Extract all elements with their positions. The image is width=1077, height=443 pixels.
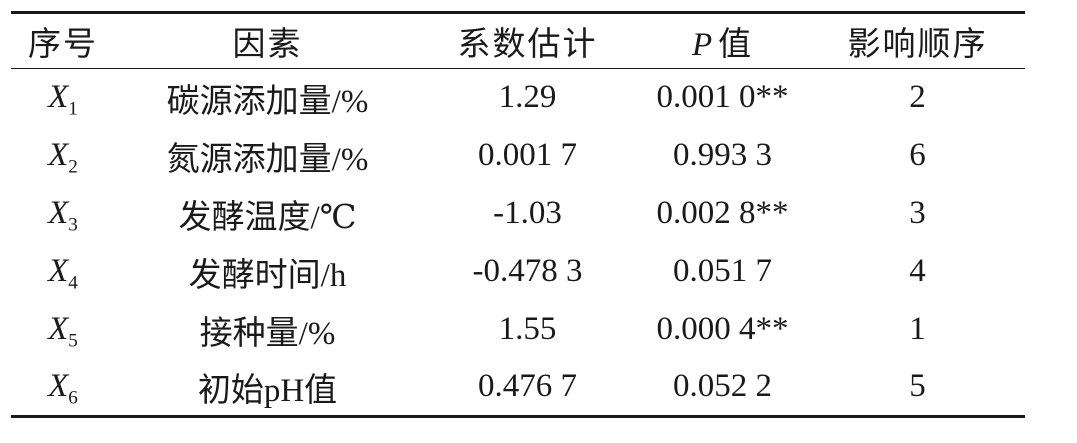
- coef-value: 0.001 7: [478, 137, 577, 173]
- factor-subscript: 5: [68, 330, 78, 352]
- factor-subscript: 3: [68, 214, 78, 236]
- p-value: 0.052 2: [673, 368, 772, 405]
- table-row: X4 发酵时间/h -0.478 3 0.051 7 4: [11, 243, 1025, 301]
- table-row: X5 接种量/% 1.55 0.000 4** 1: [11, 301, 1025, 359]
- factor-id: X1: [11, 69, 115, 127]
- p-symbol: P: [691, 27, 715, 63]
- factor-subscript: 2: [68, 156, 78, 178]
- factor-subscript: 4: [68, 272, 78, 294]
- factor-name: 氮源添加量/%: [166, 141, 369, 178]
- factor-symbol: X: [48, 195, 69, 231]
- order-value: 4: [909, 253, 926, 289]
- factor-id: X2: [11, 127, 115, 185]
- col-header-coef: 系数估计: [457, 27, 598, 63]
- factor-name: 发酵时间/h: [188, 257, 347, 294]
- factor-id: X4: [11, 243, 115, 301]
- coef-value: 0.476 7: [478, 368, 577, 405]
- table-row: X6 初始pH值 0.476 7 0.052 2 5: [11, 359, 1025, 417]
- p-suffix: 值: [718, 27, 754, 63]
- factor-subscript: 1: [68, 98, 78, 120]
- order-value: 2: [909, 79, 926, 116]
- p-value: 0.993 3: [673, 137, 772, 173]
- factor-symbol: X: [48, 79, 69, 116]
- table-row: X1 碳源添加量/% 1.29 0.001 0** 2: [11, 69, 1025, 127]
- coef-value: -1.03: [493, 195, 562, 231]
- coef-value: 1.55: [498, 311, 557, 347]
- coef-value: -0.478 3: [472, 253, 583, 289]
- factor-id: X6: [11, 359, 115, 417]
- factor-name: 接种量/%: [199, 315, 336, 352]
- factor-symbol: X: [48, 311, 69, 347]
- factor-symbol: X: [48, 253, 69, 289]
- p-value: 0.001 0**: [656, 79, 789, 116]
- table-body: X1 碳源添加量/% 1.29 0.001 0** 2 X2 氮源添加量/% 0…: [11, 69, 1025, 417]
- factor-id: X5: [11, 301, 115, 359]
- factor-name: 发酵温度/℃: [178, 199, 357, 236]
- order-value: 6: [909, 137, 926, 173]
- coef-value: 1.29: [498, 79, 557, 116]
- factor-subscript: 6: [68, 387, 78, 409]
- col-header-no: 序号: [28, 27, 98, 63]
- p-value: 0.002 8**: [656, 195, 789, 231]
- order-value: 1: [909, 311, 926, 347]
- col-header-order: 影响顺序: [847, 27, 988, 63]
- col-header-factor: 因素: [232, 27, 303, 63]
- p-value: 0.000 4**: [656, 311, 789, 347]
- order-value: 3: [909, 195, 926, 231]
- factor-id: X3: [11, 185, 115, 243]
- factor-name: 碳源添加量/%: [166, 83, 369, 120]
- order-value: 5: [909, 368, 926, 405]
- table-row: X3 发酵温度/℃ -1.03 0.002 8** 3: [11, 185, 1025, 243]
- factor-symbol: X: [48, 137, 69, 173]
- factor-symbol: X: [48, 368, 69, 405]
- p-value: 0.051 7: [673, 253, 772, 289]
- table-row: X2 氮源添加量/% 0.001 7 0.993 3 6: [11, 127, 1025, 185]
- factor-name: 初始pH值: [197, 372, 338, 409]
